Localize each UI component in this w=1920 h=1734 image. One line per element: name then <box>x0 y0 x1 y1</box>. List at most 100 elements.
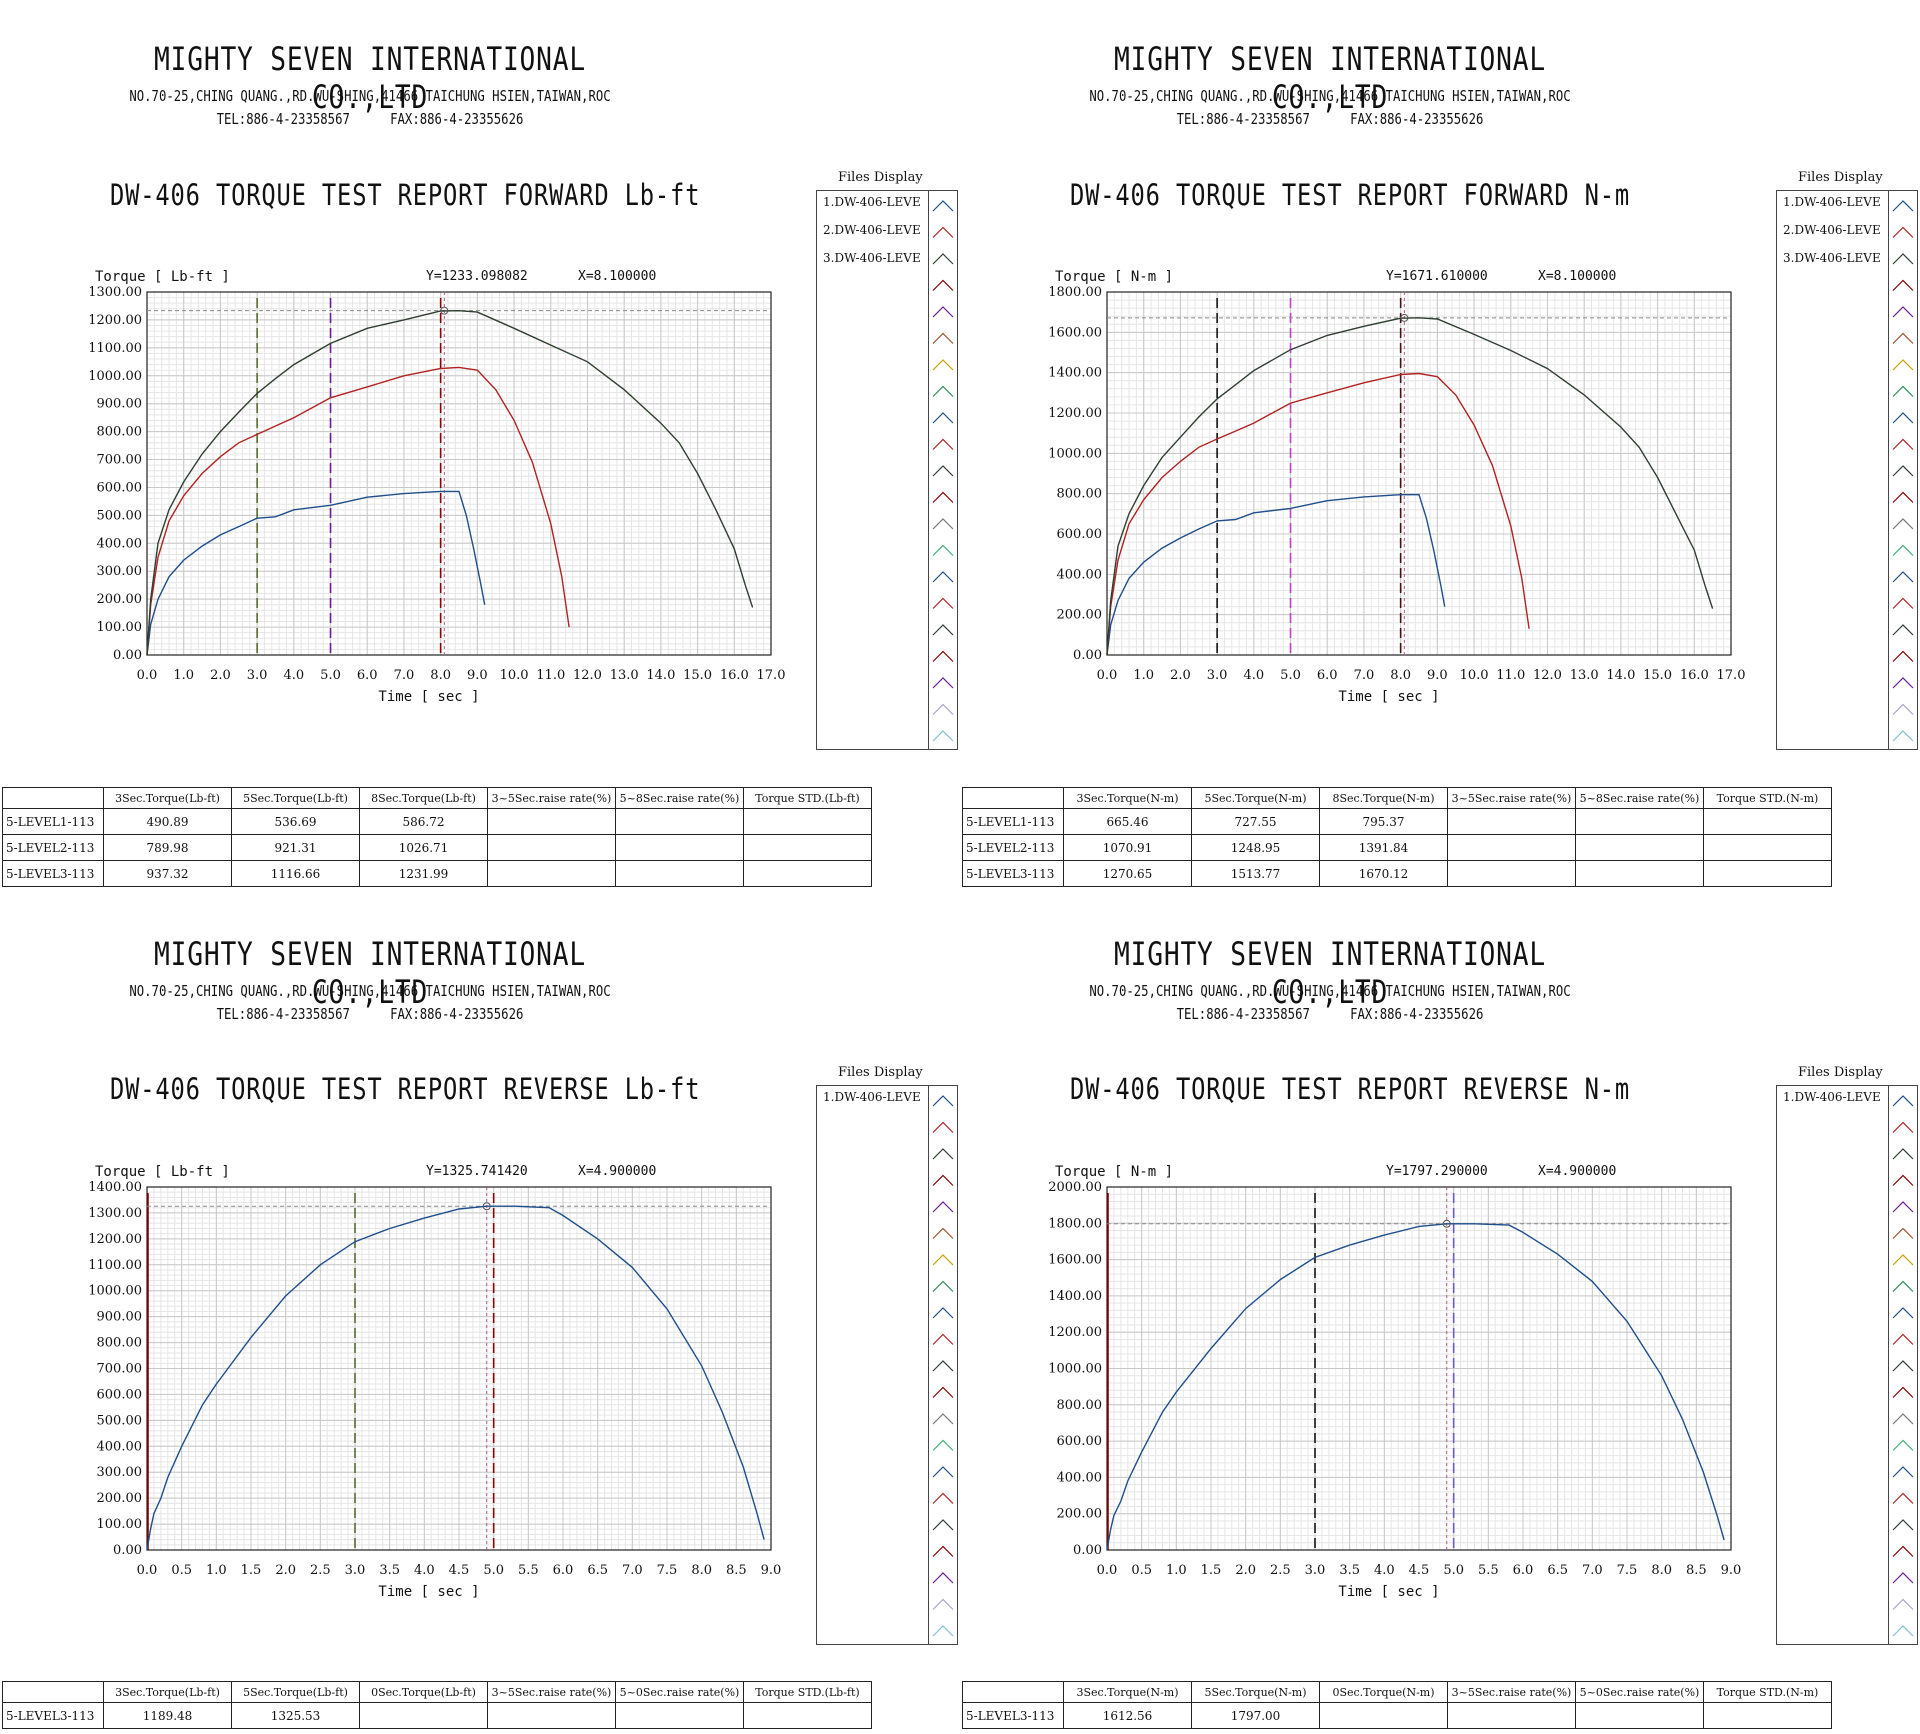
series-color-icon <box>932 306 954 318</box>
y-tick-label: 200.00 <box>97 592 143 607</box>
x-tick-label: 9.0 <box>1427 668 1448 683</box>
table-cell <box>487 834 616 861</box>
y-tick-label: 1400.00 <box>1048 1289 1102 1304</box>
x-tick-label: 7.0 <box>394 668 415 683</box>
file-list-item[interactable]: 2.DW-406-LEVE <box>823 223 921 237</box>
series-line-3 <box>146 309 754 656</box>
series-color-icon <box>1892 200 1914 212</box>
y-axis-label: Torque [ N-m ] <box>1055 1164 1173 1180</box>
x-tick-label: 3.0 <box>345 1563 366 1578</box>
table-header-cell: 3~5Sec.raise rate(%) <box>487 787 616 809</box>
series-color-icon <box>932 332 954 344</box>
series-color-icon <box>932 200 954 212</box>
files-display-list[interactable]: 1.DW-406-LEVE <box>1776 1085 1918 1645</box>
cursor-marker <box>1442 1219 1451 1228</box>
series-color-icon <box>1892 491 1914 503</box>
table-header-cell: 5~8Sec.raise rate(%) <box>615 787 744 809</box>
table-row-name: 5-LEVEL3-113 <box>962 1702 1064 1729</box>
series-color-icon <box>932 465 954 477</box>
files-display-title: Files Display <box>1798 1065 1883 1080</box>
table-header-cell: 3Sec.Torque(Lb-ft) <box>103 1681 232 1703</box>
x-axis-label: Time [ sec ] <box>1338 1584 1439 1600</box>
cursor-marker <box>1400 313 1409 322</box>
series-color-icon <box>932 491 954 503</box>
files-display-list[interactable]: 1.DW-406-LEVE 2.DW-406-LEVE 3.DW-406-LEVE <box>816 190 958 750</box>
y-tick-label: 500.00 <box>97 508 143 523</box>
y-tick-label: 1600.00 <box>1048 1253 1102 1268</box>
x-tick-label: 2.0 <box>275 1563 296 1578</box>
table-row-name: 5-LEVEL1-113 <box>2 808 104 835</box>
x-tick-label: 0.0 <box>1097 1563 1118 1578</box>
series-color-icon <box>1892 306 1914 318</box>
series-color-icon <box>1892 279 1914 291</box>
x-tick-label: 6.0 <box>1513 1563 1534 1578</box>
table-row-name: 5-LEVEL2-113 <box>2 834 104 861</box>
series-color-icon <box>932 359 954 371</box>
y-tick-label: 600.00 <box>1057 527 1103 542</box>
series-color-icon <box>932 279 954 291</box>
x-tick-label: 8.5 <box>1686 1563 1707 1578</box>
cursor-x-readout: X=4.900000 <box>1538 1164 1616 1179</box>
torque-chart: 0.0 1.0 2.0 3.0 4.0 5.0 6.0 7.0 8.0 9.0 10.0 11.0 12… <box>1048 269 1745 705</box>
series-color-icon <box>932 385 954 397</box>
table-row: 5-LEVEL2-113 789.98 921.31 1026.71 <box>2 834 872 861</box>
series-color-icon <box>1892 385 1914 397</box>
series-color-icon <box>932 1148 954 1160</box>
company-fax: FAX:886-4-23355626 <box>390 1005 524 1023</box>
series-color-icon <box>1892 1572 1914 1584</box>
file-list-item[interactable]: 1.DW-406-LEVE <box>823 195 921 209</box>
x-tick-label: 12.0 <box>573 668 602 683</box>
table-cell: 490.89 <box>103 808 232 835</box>
series-color-icons <box>1892 1095 1914 1637</box>
files-display-list[interactable]: 1.DW-406-LEVE <box>816 1085 958 1645</box>
x-tick-label: 4.0 <box>414 1563 435 1578</box>
file-list-item[interactable]: 3.DW-406-LEVE <box>823 251 921 265</box>
y-tick-label: 100.00 <box>97 620 143 635</box>
company-name: MIGHTY SEVEN INTERNATIONAL CO.,LTD <box>153 40 587 116</box>
y-tick-label: 300.00 <box>97 1465 143 1480</box>
table-header-cell: 3~5Sec.raise rate(%) <box>1447 1681 1576 1703</box>
series-color-icon <box>932 730 954 742</box>
file-list-item[interactable]: 1.DW-406-LEVE <box>823 1090 921 1104</box>
y-axis-label: Torque [ N-m ] <box>1055 269 1173 285</box>
x-tick-label: 1.0 <box>1166 1563 1187 1578</box>
table-header-cell: 3Sec.Torque(N-m) <box>1063 1681 1192 1703</box>
series-color-icon <box>1892 1466 1914 1478</box>
series-color-icon <box>1892 597 1914 609</box>
y-tick-label: 1000.00 <box>88 1284 142 1299</box>
x-tick-label: 3.0 <box>1207 668 1228 683</box>
file-list-item[interactable]: 3.DW-406-LEVE <box>1783 251 1881 265</box>
series-color-icon <box>1892 677 1914 689</box>
table-cell <box>615 808 744 835</box>
report-title: DW-406 TORQUE TEST REPORT FORWARD Lb-ft <box>110 178 701 212</box>
table-cell: 536.69 <box>231 808 360 835</box>
series-color-icon <box>1892 1121 1914 1133</box>
series-color-icon <box>932 1598 954 1610</box>
plot-area <box>147 292 771 655</box>
series-color-icon <box>932 1201 954 1213</box>
table-cell <box>1575 860 1704 887</box>
series-color-icon <box>932 677 954 689</box>
x-tick-label: 15.0 <box>1643 668 1672 683</box>
file-list-item[interactable]: 1.DW-406-LEVE <box>1783 1090 1881 1104</box>
company-phone: TEL:886-4-23358567 FAX:886-4-23355626 <box>1059 110 1600 128</box>
x-tick-label: 6.5 <box>587 1563 608 1578</box>
table-header-cell: Torque STD.(N-m) <box>1703 787 1832 809</box>
x-tick-label: 6.0 <box>1317 668 1338 683</box>
file-list-item[interactable]: 1.DW-406-LEVE <box>1783 195 1881 209</box>
file-list-item[interactable]: 2.DW-406-LEVE <box>1783 223 1881 237</box>
x-tick-label: 9.0 <box>1721 1563 1742 1578</box>
y-tick-label: 1100.00 <box>88 341 142 356</box>
table-header-cell: 5~0Sec.raise rate(%) <box>615 1681 744 1703</box>
y-tick-label: 600.00 <box>1057 1434 1103 1449</box>
cursor-y-readout: Y=1325.741420 <box>426 1164 528 1179</box>
x-tick-label: 1.0 <box>206 1563 227 1578</box>
series-color-icon <box>1892 1333 1914 1345</box>
company-name: MIGHTY SEVEN INTERNATIONAL CO.,LTD <box>1113 935 1547 1011</box>
x-tick-label: 7.0 <box>622 1563 643 1578</box>
files-display-list[interactable]: 1.DW-406-LEVE 2.DW-406-LEVE 3.DW-406-LEVE <box>1776 190 1918 750</box>
table-cell <box>743 808 872 835</box>
table-row: 5-LEVEL3-113 937.32 1116.66 1231.99 <box>2 860 872 887</box>
table-row: 5-LEVEL1-113 490.89 536.69 586.72 <box>2 808 872 835</box>
series-color-icon <box>932 1492 954 1504</box>
